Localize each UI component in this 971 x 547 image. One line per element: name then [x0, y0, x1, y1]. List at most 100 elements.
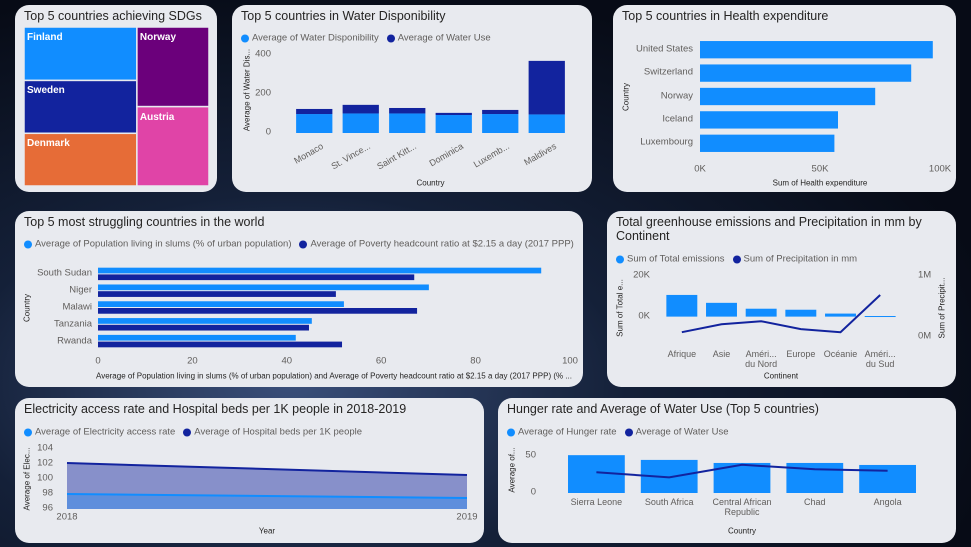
x-tick-label: 100: [562, 355, 578, 367]
bar: [666, 294, 698, 317]
y-category-label: Rwanda: [57, 335, 92, 347]
legend-marker: [183, 428, 192, 436]
x-tick-label: 100K: [928, 163, 952, 175]
tile-label: Norway: [139, 32, 177, 43]
y-tick-label: 50: [525, 449, 536, 461]
legend-item: Average of Water Use: [386, 32, 491, 44]
y-tick-label: 0M: [918, 330, 932, 342]
legend-item: Average of Hospital beds per 1K people: [183, 427, 362, 438]
legend-marker: [507, 428, 515, 436]
legend-label: Sum of Precipitation in mm: [743, 253, 858, 265]
x-tick-label: 20: [187, 355, 198, 367]
y-tick-label: 200: [255, 87, 271, 99]
y-axis-title: Average of Elec...: [22, 447, 32, 511]
bar: [700, 134, 835, 152]
x-category-label: Chad: [804, 497, 826, 507]
x-axis-title: Country: [416, 178, 445, 188]
y-tick-label: 104: [37, 442, 53, 454]
x-tick-label: 50K: [811, 163, 829, 175]
y-tick-label: 20K: [633, 269, 650, 281]
legend-marker: [732, 255, 741, 263]
x-tick-label: 2019: [456, 511, 478, 523]
tile-label: Denmark: [27, 138, 70, 150]
legend-label: Average of Hunger rate: [518, 426, 617, 438]
y-category-label: Luxembourg: [640, 136, 693, 148]
bar: [859, 464, 916, 493]
y-tick-label: 0: [265, 126, 271, 138]
bar: [98, 334, 296, 341]
treemap-tile: [136, 26, 210, 108]
x-tick-label: 80: [470, 355, 481, 367]
legend-label: Average of Water Disponibility: [252, 32, 379, 44]
bar: [98, 267, 542, 274]
legend-label: Average of Water Use: [397, 32, 491, 44]
legend-item: Average of Poverty headcount ratio at $2…: [299, 239, 574, 250]
bar: [864, 316, 896, 318]
treemap-tile: [136, 105, 210, 187]
chart-title: Top 5 countries in Health expenditure: [622, 9, 829, 23]
x-category-label: Améri... du Sud: [864, 349, 896, 370]
y-category-label: Iceland: [662, 113, 693, 125]
x-category-label: Améri... du Nord: [745, 349, 778, 370]
x-category-label: Océanie: [823, 349, 858, 359]
legend: Average of Water Disponibility Average of…: [241, 33, 491, 44]
y-category-label: United States: [635, 43, 693, 55]
y-category-label: Niger: [69, 284, 92, 296]
y-category-label: Switzerland: [643, 66, 693, 78]
bar: [98, 301, 344, 307]
x-tick-label: 0K: [694, 163, 706, 175]
legend-label: Average of Hospital beds per 1K people: [194, 426, 363, 438]
line: [681, 294, 881, 334]
bar: [98, 284, 429, 291]
tile-label: Finland: [27, 32, 63, 43]
legend: Average of Electricity access rate Averag…: [24, 427, 362, 438]
chart-title: Top 5 countries in Water Disponibility: [241, 9, 446, 23]
bar: [389, 113, 426, 133]
y-category-label: Norway: [660, 90, 693, 102]
tile-label: Austria: [139, 111, 175, 123]
legend-marker: [616, 255, 624, 263]
x-category-label: South Africa: [644, 497, 694, 507]
bar: [342, 113, 379, 133]
x-category-label: Central African Republic: [712, 497, 772, 518]
legend-marker: [24, 240, 32, 248]
y-axis-title: Average of...: [507, 447, 517, 493]
y-tick-label: 1M: [918, 269, 932, 281]
x-axis-title: Sum of Health expenditure: [772, 178, 868, 188]
y-tick-label: 0: [530, 486, 536, 498]
tile-label: Sweden: [27, 85, 65, 97]
bar: [296, 108, 333, 115]
line: [66, 493, 468, 499]
bar: [98, 308, 418, 314]
bar: [98, 318, 312, 324]
chart-title: Hunger rate and Average of Water Use (To…: [507, 402, 819, 416]
bar: [98, 274, 415, 281]
legend: Sum of Total emissions Sum of Precipitati…: [616, 254, 857, 265]
bar: [482, 109, 519, 115]
x-axis-title: Average of Population living in slums (%…: [96, 371, 572, 381]
legend-label: Average of Poverty headcount ratio at $2…: [310, 238, 574, 250]
y-category-label: Malawi: [62, 301, 92, 313]
legend: Average of Population living in slums (%…: [24, 239, 574, 250]
y2-axis-title: Sum of Precipit...: [937, 277, 947, 338]
x-category-label: Angola: [873, 497, 902, 507]
bar: [435, 112, 472, 116]
bar: [435, 115, 472, 133]
y-tick-label: 102: [37, 457, 53, 469]
x-axis-title: Continent: [763, 371, 799, 381]
x-tick-label: 60: [375, 355, 387, 367]
legend-label: Average of Water Use: [635, 426, 729, 438]
y-tick-label: 0K: [638, 310, 650, 322]
bar: [98, 291, 336, 297]
y-tick-label: 98: [42, 487, 53, 499]
legend-item: Average of Hunger rate: [507, 427, 617, 438]
bar: [700, 64, 912, 82]
x-axis-title: Country: [727, 526, 757, 536]
line: [596, 463, 888, 479]
x-axis-title: Year: [258, 526, 276, 536]
y-tick-label: 100: [37, 472, 53, 484]
bar: [700, 111, 838, 129]
legend-marker: [241, 34, 249, 42]
legend-label: Average of Population living in slums (%…: [35, 238, 292, 250]
